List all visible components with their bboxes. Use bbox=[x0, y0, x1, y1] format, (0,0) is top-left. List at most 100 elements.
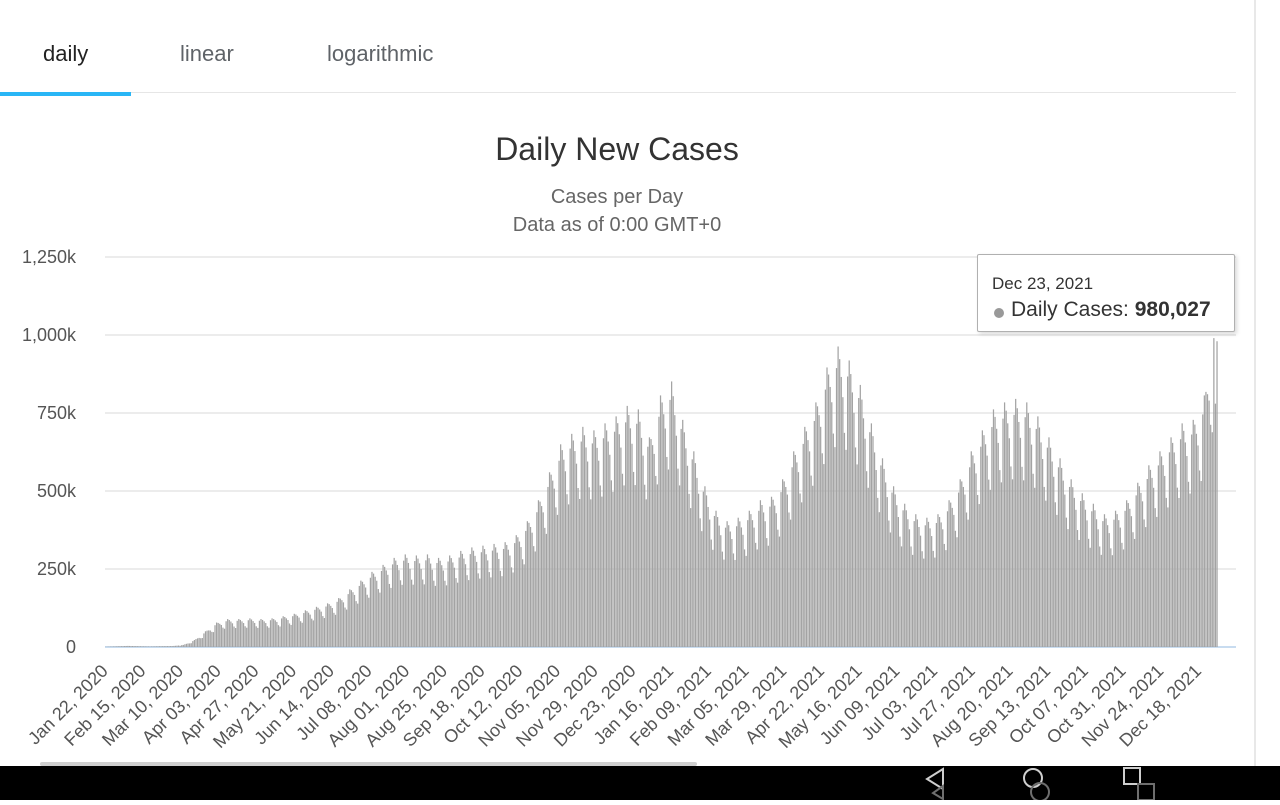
bar bbox=[1052, 462, 1053, 647]
bar bbox=[1012, 479, 1013, 647]
bar bbox=[1098, 529, 1099, 647]
bar bbox=[863, 418, 864, 647]
bar bbox=[842, 397, 843, 647]
recent-apps-square-icon[interactable] bbox=[1105, 766, 1165, 800]
bar bbox=[438, 558, 439, 647]
bar bbox=[278, 625, 279, 647]
bar bbox=[895, 494, 896, 647]
tab-linear[interactable]: linear bbox=[180, 38, 234, 70]
bar bbox=[758, 511, 759, 647]
bar bbox=[803, 444, 804, 647]
bar bbox=[909, 529, 910, 647]
bar bbox=[303, 613, 304, 647]
bar bbox=[1147, 479, 1148, 647]
bar bbox=[1115, 511, 1116, 647]
bar bbox=[714, 516, 715, 647]
bar bbox=[554, 489, 555, 647]
bar bbox=[137, 646, 138, 647]
bar bbox=[1205, 392, 1206, 647]
bar bbox=[608, 442, 609, 647]
bar bbox=[942, 529, 943, 647]
bar bbox=[958, 493, 959, 647]
bar bbox=[573, 440, 574, 647]
bar bbox=[1015, 399, 1016, 647]
bar bbox=[939, 517, 940, 647]
chart-tooltip: Dec 23, 2021 Daily Cases: 980,027 bbox=[977, 254, 1235, 332]
bar bbox=[1140, 493, 1141, 647]
bar bbox=[398, 570, 399, 647]
bar bbox=[780, 492, 781, 647]
bar bbox=[451, 558, 452, 647]
bar bbox=[627, 406, 628, 647]
bar bbox=[1061, 468, 1062, 647]
bar bbox=[159, 646, 160, 647]
bar bbox=[210, 630, 211, 647]
bar bbox=[987, 456, 988, 647]
bar bbox=[433, 581, 434, 647]
tab-daily[interactable]: daily bbox=[43, 38, 88, 70]
bar bbox=[771, 497, 772, 647]
bar bbox=[937, 514, 938, 647]
bar bbox=[308, 613, 309, 647]
bar bbox=[1159, 451, 1160, 647]
chart-title: Daily New Cases bbox=[317, 131, 917, 168]
bar bbox=[698, 494, 699, 647]
bar bbox=[129, 646, 130, 647]
bar bbox=[994, 417, 995, 647]
bar bbox=[701, 531, 702, 647]
bar bbox=[1142, 501, 1143, 647]
bar bbox=[126, 646, 127, 647]
bar bbox=[814, 421, 815, 647]
bar bbox=[1196, 434, 1197, 647]
home-circle-icon[interactable] bbox=[1003, 766, 1063, 800]
bar bbox=[176, 646, 177, 647]
bar bbox=[447, 562, 448, 648]
bar bbox=[1034, 488, 1035, 647]
bar bbox=[707, 507, 708, 647]
bar bbox=[1029, 428, 1030, 647]
bar bbox=[655, 476, 656, 647]
bar bbox=[379, 593, 380, 647]
bar bbox=[256, 626, 257, 647]
tab-logarithmic[interactable]: logarithmic bbox=[327, 38, 433, 70]
bar bbox=[178, 646, 179, 647]
bar bbox=[574, 451, 575, 647]
bar bbox=[335, 615, 336, 647]
bar bbox=[1101, 555, 1102, 647]
bar bbox=[330, 606, 331, 647]
bar bbox=[869, 432, 870, 647]
bar bbox=[633, 472, 634, 647]
bar bbox=[262, 620, 263, 647]
y-tick-label: 500k bbox=[37, 481, 77, 501]
bar bbox=[1134, 539, 1135, 647]
bar bbox=[765, 521, 766, 647]
bar bbox=[673, 396, 674, 647]
bar bbox=[1063, 481, 1064, 647]
bar bbox=[1177, 488, 1178, 647]
bar bbox=[183, 645, 184, 647]
bar bbox=[273, 619, 274, 647]
back-triangle-icon[interactable] bbox=[905, 766, 965, 800]
bar bbox=[298, 618, 299, 647]
bar bbox=[845, 450, 846, 647]
bar bbox=[173, 646, 174, 647]
bar bbox=[1112, 555, 1113, 647]
bar bbox=[589, 487, 590, 647]
bar bbox=[124, 646, 125, 647]
bar bbox=[162, 646, 163, 647]
bar bbox=[354, 595, 355, 647]
bar bbox=[349, 589, 350, 647]
bar bbox=[828, 375, 829, 647]
bar bbox=[804, 427, 805, 647]
bar bbox=[506, 545, 507, 647]
bar bbox=[717, 517, 718, 647]
bar bbox=[329, 604, 330, 647]
bar bbox=[1037, 416, 1038, 647]
y-tick-label: 0 bbox=[66, 637, 76, 657]
bar bbox=[216, 623, 217, 647]
bar bbox=[799, 494, 800, 648]
bar bbox=[948, 500, 949, 647]
bar bbox=[436, 563, 437, 647]
bar bbox=[1118, 520, 1119, 647]
bar bbox=[581, 442, 582, 647]
